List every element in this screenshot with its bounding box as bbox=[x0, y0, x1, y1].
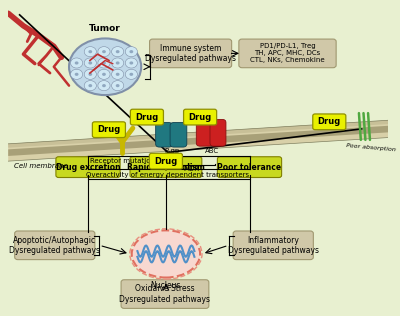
Circle shape bbox=[125, 69, 138, 79]
FancyBboxPatch shape bbox=[313, 114, 346, 130]
Text: Poor absorption: Poor absorption bbox=[346, 143, 396, 152]
FancyBboxPatch shape bbox=[196, 119, 212, 146]
Circle shape bbox=[112, 47, 124, 57]
Circle shape bbox=[116, 50, 120, 53]
Circle shape bbox=[98, 58, 110, 68]
Text: Immune system
Dysregulated pathways: Immune system Dysregulated pathways bbox=[145, 44, 236, 63]
Circle shape bbox=[84, 69, 96, 79]
Text: Drug: Drug bbox=[135, 112, 158, 122]
Circle shape bbox=[88, 50, 92, 53]
Text: ABC: ABC bbox=[204, 148, 218, 154]
Circle shape bbox=[125, 47, 138, 57]
FancyBboxPatch shape bbox=[239, 39, 336, 68]
Circle shape bbox=[125, 58, 138, 68]
Text: P-gp: P-gp bbox=[164, 148, 179, 154]
Text: Inflammatory
Dysregulated pathways: Inflammatory Dysregulated pathways bbox=[228, 236, 319, 255]
Text: Cell membrane: Cell membrane bbox=[14, 163, 68, 169]
Circle shape bbox=[116, 84, 120, 87]
Circle shape bbox=[130, 50, 133, 53]
Circle shape bbox=[116, 61, 120, 64]
Circle shape bbox=[88, 61, 92, 64]
Text: Nucleus: Nucleus bbox=[151, 281, 181, 290]
Circle shape bbox=[88, 73, 92, 76]
Polygon shape bbox=[8, 120, 388, 161]
Circle shape bbox=[70, 69, 83, 79]
FancyBboxPatch shape bbox=[149, 153, 182, 169]
FancyBboxPatch shape bbox=[130, 109, 164, 125]
FancyBboxPatch shape bbox=[156, 123, 172, 147]
Ellipse shape bbox=[132, 230, 200, 277]
Circle shape bbox=[84, 58, 96, 68]
Text: Oxidaive Stress
Dysregulated pathways: Oxidaive Stress Dysregulated pathways bbox=[120, 284, 210, 304]
FancyBboxPatch shape bbox=[56, 157, 120, 178]
Text: MDR: MDR bbox=[184, 166, 200, 172]
Circle shape bbox=[84, 81, 96, 91]
Text: Rapid metabolism: Rapid metabolism bbox=[127, 163, 205, 172]
FancyBboxPatch shape bbox=[184, 109, 217, 125]
Circle shape bbox=[102, 84, 106, 87]
Circle shape bbox=[130, 61, 133, 64]
Text: Overactivity of energy dependent transporters: Overactivity of energy dependent transpo… bbox=[86, 172, 249, 178]
Text: Drug: Drug bbox=[318, 117, 341, 126]
Circle shape bbox=[130, 73, 133, 76]
FancyBboxPatch shape bbox=[121, 280, 209, 308]
Circle shape bbox=[98, 69, 110, 79]
Text: Drug excretion: Drug excretion bbox=[56, 163, 120, 172]
Circle shape bbox=[116, 73, 120, 76]
FancyBboxPatch shape bbox=[150, 39, 232, 68]
FancyBboxPatch shape bbox=[15, 231, 95, 260]
FancyBboxPatch shape bbox=[217, 157, 282, 178]
Text: Drug: Drug bbox=[154, 157, 178, 166]
FancyBboxPatch shape bbox=[170, 123, 187, 147]
Circle shape bbox=[112, 58, 124, 68]
Text: PD1/PD-L1, Treg
TH, APC, MHC, DCs
CTL, NKs, Chemokine: PD1/PD-L1, Treg TH, APC, MHC, DCs CTL, N… bbox=[250, 43, 325, 64]
Text: Drug: Drug bbox=[97, 125, 120, 134]
Circle shape bbox=[112, 81, 124, 91]
Circle shape bbox=[84, 47, 96, 57]
FancyBboxPatch shape bbox=[210, 119, 226, 146]
Text: Drug: Drug bbox=[188, 112, 212, 122]
Circle shape bbox=[112, 69, 124, 79]
Circle shape bbox=[102, 73, 106, 76]
FancyBboxPatch shape bbox=[130, 157, 202, 178]
Circle shape bbox=[70, 58, 83, 68]
Polygon shape bbox=[8, 120, 388, 148]
Text: Tumor: Tumor bbox=[89, 24, 121, 33]
Circle shape bbox=[102, 61, 106, 64]
Ellipse shape bbox=[69, 39, 141, 95]
Polygon shape bbox=[8, 126, 388, 156]
Circle shape bbox=[98, 47, 110, 57]
Text: Apoptotic/Autophagic
Dysregulated pathways: Apoptotic/Autophagic Dysregulated pathwa… bbox=[9, 236, 100, 255]
FancyBboxPatch shape bbox=[233, 231, 313, 260]
Circle shape bbox=[75, 73, 78, 76]
Circle shape bbox=[102, 50, 106, 53]
Circle shape bbox=[88, 84, 92, 87]
Circle shape bbox=[98, 81, 110, 91]
Text: Poor tolerance: Poor tolerance bbox=[218, 163, 282, 172]
Circle shape bbox=[75, 61, 78, 64]
FancyBboxPatch shape bbox=[92, 122, 126, 137]
Text: Receptor mutation: Receptor mutation bbox=[90, 158, 155, 164]
